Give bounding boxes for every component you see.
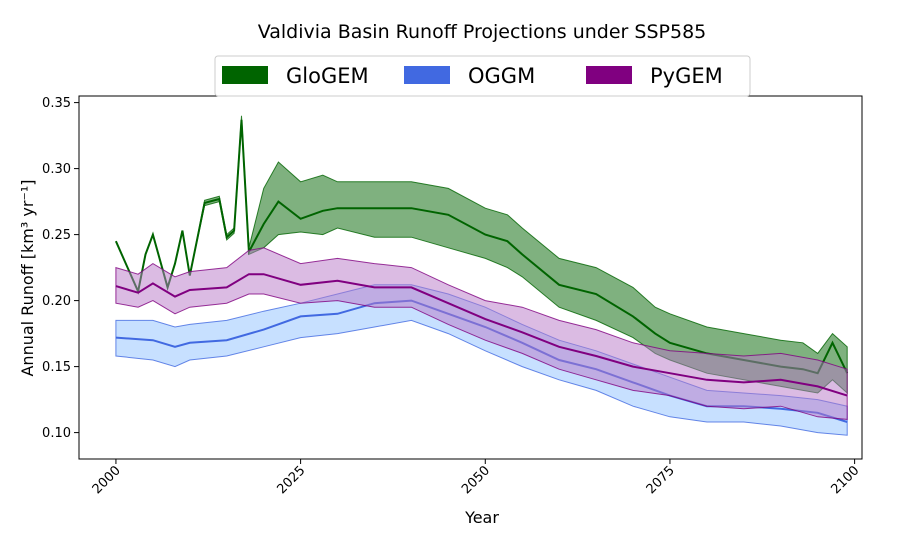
pygem-range-band xyxy=(115,247,848,420)
chart-title: Valdivia Basin Runoff Projections under … xyxy=(258,21,707,43)
plot-area xyxy=(114,115,849,436)
x-tick-label: 2050 xyxy=(459,463,493,497)
y-tick-label: 0.15 xyxy=(42,360,71,375)
y-tick-label: 0.25 xyxy=(42,228,71,243)
x-tick-label: 2075 xyxy=(644,463,678,497)
x-tick-label: 2100 xyxy=(828,463,862,497)
y-tick-label: 0.10 xyxy=(42,426,71,441)
pygem-legend-label: PyGEM xyxy=(650,64,723,88)
oggm-legend-label: OGGM xyxy=(468,64,535,88)
x-axis-label: Year xyxy=(464,508,499,527)
y-tick-label: 0.35 xyxy=(42,96,71,111)
oggm-legend-swatch xyxy=(404,66,450,84)
glogem-legend-swatch xyxy=(222,66,268,84)
x-tick-label: 2000 xyxy=(90,463,124,497)
y-tick-label: 0.30 xyxy=(42,162,71,177)
y-axis-label: Annual Runoff [km³ yr⁻¹] xyxy=(18,179,37,376)
x-tick-label: 2025 xyxy=(274,463,308,497)
pygem-mean-line xyxy=(115,273,848,397)
glogem-legend-label: GloGEM xyxy=(286,64,369,88)
x-axis: 2000 2025 2050 2075 2100 xyxy=(90,459,862,497)
pygem-legend-swatch xyxy=(586,66,632,84)
y-tick-label: 0.20 xyxy=(42,294,71,309)
legend: GloGEM OGGM PyGEM xyxy=(214,55,751,97)
y-axis: 0.10 0.15 0.20 0.25 0.30 0.35 xyxy=(42,96,79,441)
